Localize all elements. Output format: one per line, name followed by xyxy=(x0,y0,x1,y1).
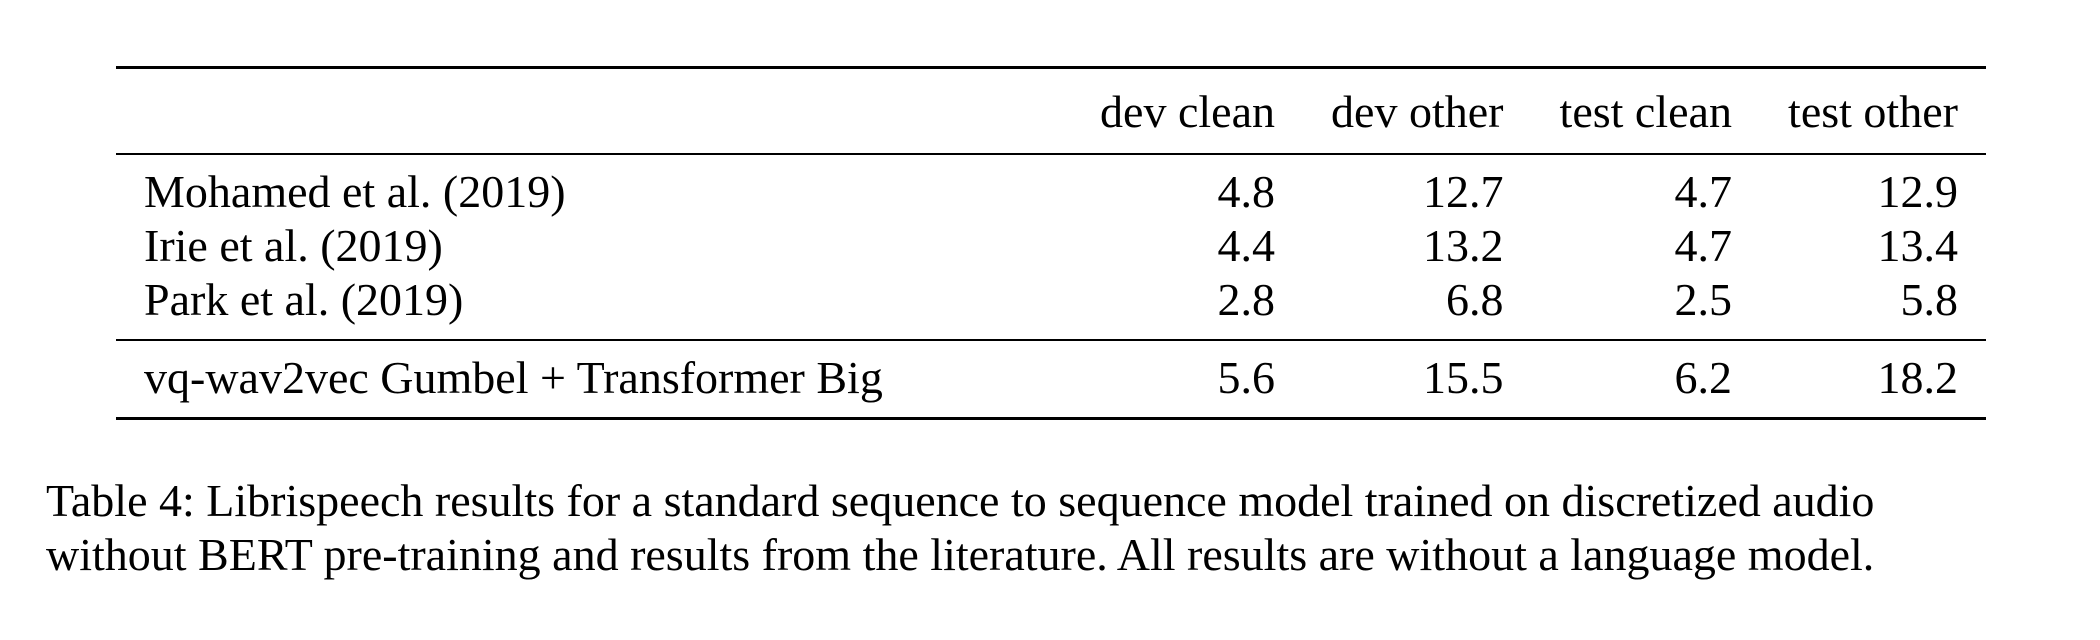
dev-clean-value: 5.6 xyxy=(1072,340,1304,420)
method-name: Park et al. (2019) xyxy=(116,273,1072,341)
dev-clean-value: 4.4 xyxy=(1217,220,1276,271)
test-other-value: 5.8 xyxy=(1760,273,1986,341)
dev-other-value: 13.2 xyxy=(1423,220,1504,271)
dev-other-value: 15.5 xyxy=(1303,340,1532,420)
caption-line-1: Table 4: Librispeech results for a stand… xyxy=(46,475,1875,526)
column-header-dev-clean: dev clean xyxy=(1072,69,1304,155)
test-clean-value: 2.5 xyxy=(1531,273,1760,341)
test-other-value: 12.9 xyxy=(1877,166,1959,217)
table-caption: Table 4: Librispeech results for a stand… xyxy=(46,474,2056,582)
column-header-dev-other: dev other xyxy=(1303,69,1532,155)
table-row: Park et al. (2019) 2.8 6.8 2.5 5.8 xyxy=(116,273,1986,341)
results-table: dev clean dev other test clean test othe… xyxy=(116,66,1986,420)
method-name: Mohamed et al. (2019) xyxy=(144,166,566,217)
results-table-container: dev clean dev other test clean test othe… xyxy=(116,66,1986,420)
column-header-test-other: test other xyxy=(1760,69,1986,155)
test-clean-value: 4.7 xyxy=(1674,220,1733,271)
literature-results: Mohamed et al. (2019) 4.8 12.7 4.7 12.9 … xyxy=(116,154,1986,341)
method-name: vq-wav2vec Gumbel + Transformer Big xyxy=(116,340,1072,420)
table-row: Mohamed et al. (2019) 4.8 12.7 4.7 12.9 xyxy=(116,154,1986,219)
our-results: vq-wav2vec Gumbel + Transformer Big 5.6 … xyxy=(116,340,1986,420)
dev-clean-value: 2.8 xyxy=(1072,273,1304,341)
table-header: dev clean dev other test clean test othe… xyxy=(116,66,1986,155)
test-clean-value: 4.7 xyxy=(1674,166,1733,217)
test-clean-value: 6.2 xyxy=(1531,340,1760,420)
method-name: Irie et al. (2019) xyxy=(144,220,443,271)
dev-other-value: 6.8 xyxy=(1303,273,1532,341)
header-row: dev clean dev other test clean test othe… xyxy=(116,69,1986,155)
column-header-method xyxy=(116,69,1072,155)
table-row: Irie et al. (2019) 4.4 13.2 4.7 13.4 xyxy=(116,219,1986,273)
test-other-value: 13.4 xyxy=(1877,220,1959,271)
caption-line-2: without BERT pre-training and results fr… xyxy=(46,529,1875,580)
dev-other-value: 12.7 xyxy=(1423,166,1504,217)
test-other-value: 18.2 xyxy=(1760,340,1986,420)
table-row: vq-wav2vec Gumbel + Transformer Big 5.6 … xyxy=(116,340,1986,420)
dev-clean-value: 4.8 xyxy=(1217,166,1276,217)
column-header-test-clean: test clean xyxy=(1531,69,1760,155)
